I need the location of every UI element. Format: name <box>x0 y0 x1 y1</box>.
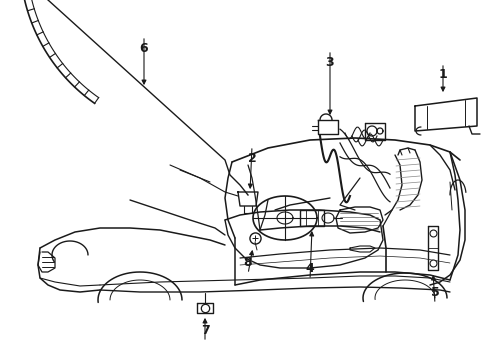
Text: 4: 4 <box>305 261 314 274</box>
Text: 2: 2 <box>247 152 256 165</box>
Text: 5: 5 <box>430 285 439 298</box>
Text: 1: 1 <box>438 68 447 81</box>
Text: 3: 3 <box>325 55 334 68</box>
Text: 7: 7 <box>200 324 209 337</box>
Text: 6: 6 <box>140 41 148 54</box>
Text: 8: 8 <box>243 256 252 269</box>
